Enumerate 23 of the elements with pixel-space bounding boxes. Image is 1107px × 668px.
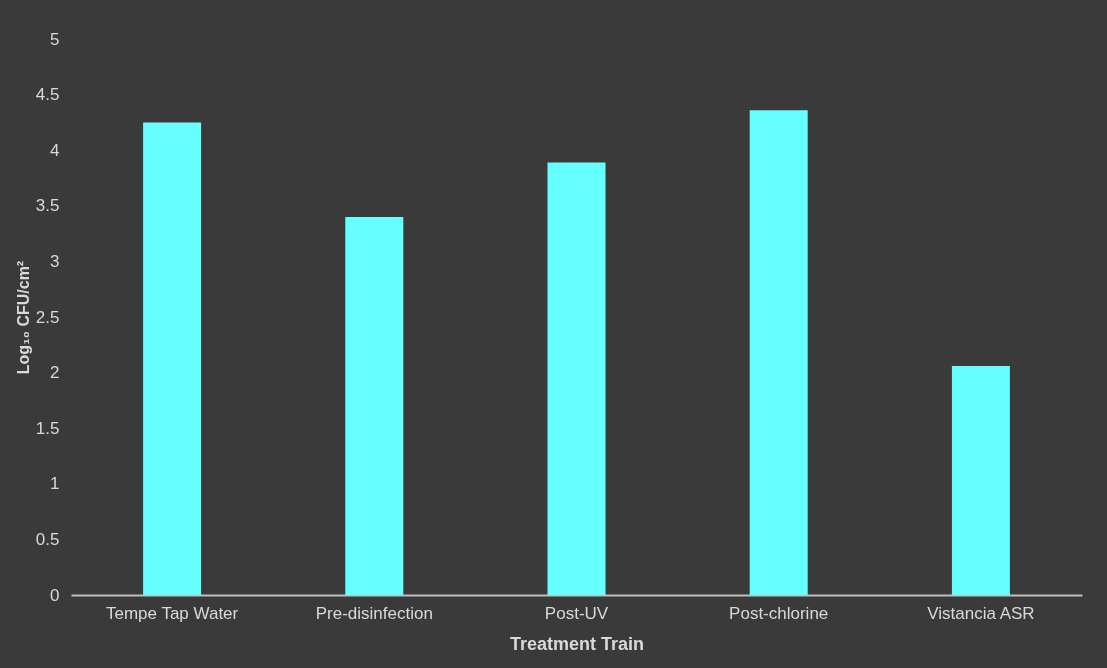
bar [345, 216, 404, 595]
x-tick-label: Pre-disinfection [315, 603, 433, 623]
y-tick-label: 3 [50, 251, 60, 271]
x-tick-label: Post-chlorine [729, 603, 829, 623]
y-tick-label: 3.5 [35, 196, 60, 216]
y-tick-label: 4 [50, 140, 60, 160]
y-tick-label: 1 [50, 474, 60, 494]
y-tick-label: 4.5 [35, 85, 60, 105]
x-tick-label: Post-UV [544, 603, 609, 623]
x-tick-label: Vistancia ASR [927, 603, 1035, 623]
y-tick-label: 2 [50, 363, 60, 383]
x-tick-label: Tempe Tap Water [105, 603, 239, 623]
y-axis-title: Log₁₀ CFU/cm² [14, 260, 32, 375]
y-tick-label: 5 [50, 29, 60, 49]
bar [143, 122, 202, 595]
y-tick-label: 1.5 [35, 418, 60, 438]
bar [547, 162, 606, 595]
y-tick-label: 0 [50, 585, 60, 605]
y-tick-label: 0.5 [35, 529, 60, 549]
bar [951, 365, 1010, 595]
x-axis-title: Treatment Train [509, 633, 645, 654]
bar [749, 110, 808, 595]
y-tick-label: 2.5 [35, 307, 60, 327]
